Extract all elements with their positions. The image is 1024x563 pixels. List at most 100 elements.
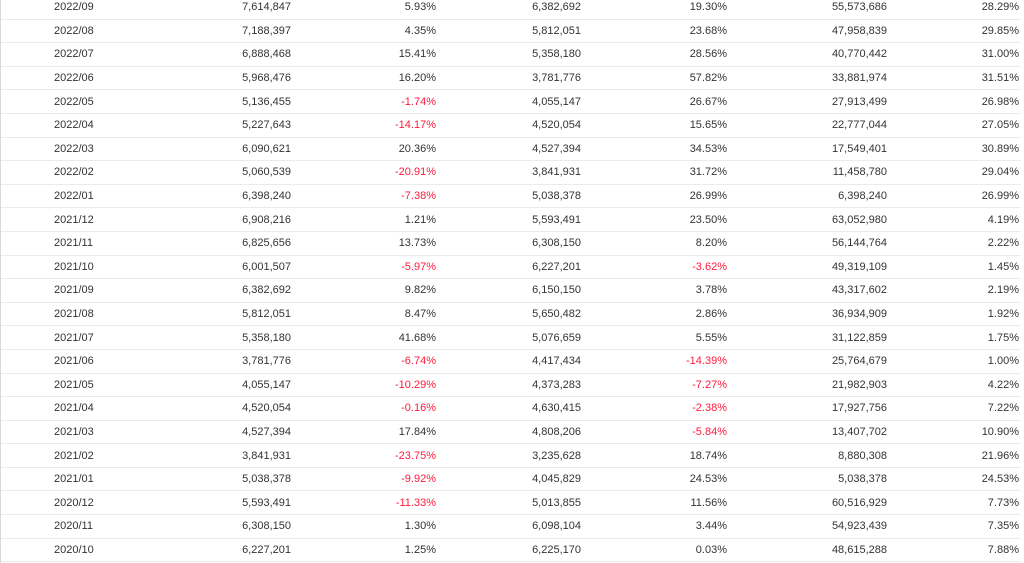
table-row: 2020/10 6,227,201 1.25% 6,225,170 0.03% … [1,538,1021,562]
cumulative-value-cell: 8,880,308 [838,449,887,462]
change-percent-cell: -10.29% [395,378,436,391]
cumulative-value-cell: 54,923,439 [831,520,887,533]
cumulative-value-cell: 47,958,839 [831,24,887,37]
table-row: 2021/06 3,781,776 -6.74% 4,417,434 -14.3… [1,349,1021,373]
cumulative-value-cell: 21,982,903 [831,378,887,391]
month-cell: 2022/02 [54,166,94,179]
month-cell: 2022/07 [54,48,94,61]
change-percent-cell: 1.21% [404,213,436,226]
change-percent-cell: 21.96% [981,449,1019,462]
value-cell: 6,825,656 [242,237,291,250]
value-cell: 6,225,170 [532,543,581,556]
value-cell: 3,781,776 [532,72,581,85]
change-percent-cell: 2.19% [987,284,1019,297]
change-percent-cell: 8.20% [695,237,727,250]
cumulative-value-cell: 55,573,686 [831,1,887,14]
change-percent-cell: 31.00% [981,48,1019,61]
change-percent-cell: 7.35% [987,520,1019,533]
value-cell: 5,650,482 [532,308,581,321]
cumulative-value-cell: 56,144,764 [831,237,887,250]
value-cell: 5,812,051 [242,308,291,321]
cumulative-value-cell: 48,615,288 [831,543,887,556]
value-cell: 4,520,054 [242,402,291,415]
cumulative-value-cell: 6,398,240 [838,190,887,203]
change-percent-cell: 13.73% [398,237,436,250]
cumulative-value-cell: 43,317,602 [831,284,887,297]
month-cell: 2020/12 [54,496,94,509]
change-percent-cell: -5.84% [692,425,727,438]
month-cell: 2022/01 [54,190,94,203]
change-percent-cell: 4.35% [404,24,436,37]
value-cell: 7,188,397 [242,24,291,37]
table-row: 2022/04 5,227,643 -14.17% 4,520,054 15.6… [1,113,1021,138]
change-percent-cell: 20.36% [398,142,436,155]
change-percent-cell: 26.99% [689,190,727,203]
change-percent-cell: -20.91% [395,166,436,179]
cumulative-value-cell: 27,913,499 [831,95,887,108]
change-percent-cell: 1.75% [987,331,1019,344]
month-cell: 2021/09 [54,284,94,297]
month-cell: 2022/06 [54,72,94,85]
change-percent-cell: 34.53% [689,142,727,155]
value-cell: 5,060,539 [242,166,291,179]
change-percent-cell: -2.38% [692,402,727,415]
change-percent-cell: 24.53% [981,473,1019,486]
change-percent-cell: -14.39% [686,355,727,368]
value-cell: 3,841,931 [242,449,291,462]
value-cell: 5,968,476 [242,72,291,85]
table-row: 2021/07 5,358,180 41.68% 5,076,659 5.55%… [1,326,1021,350]
month-cell: 2021/01 [54,473,94,486]
change-percent-cell: 29.04% [981,166,1019,179]
month-cell: 2021/12 [54,213,94,226]
value-cell: 6,398,240 [242,190,291,203]
table-row: 2021/05 4,055,147 -10.29% 4,373,283 -7.2… [1,373,1021,397]
value-cell: 4,055,147 [242,378,291,391]
change-percent-cell: 16.20% [398,72,436,85]
value-cell: 6,090,621 [242,142,291,155]
table-row: 2021/08 5,812,051 8.47% 5,650,482 2.86% … [1,302,1021,326]
change-percent-cell: 9.82% [404,284,436,297]
change-percent-cell: 17.84% [398,425,436,438]
month-cell: 2021/05 [54,378,94,391]
change-percent-cell: 1.45% [987,260,1019,273]
change-percent-cell: 0.03% [695,543,727,556]
table-row: 2022/05 5,136,455 -1.74% 4,055,147 26.67… [1,90,1021,114]
change-percent-cell: 41.68% [398,331,436,344]
change-percent-cell: 8.47% [404,308,436,321]
value-cell: 4,630,415 [532,402,581,415]
change-percent-cell: 2.86% [695,308,727,321]
value-cell: 5,227,643 [242,119,291,132]
change-percent-cell: 26.98% [981,95,1019,108]
month-cell: 2021/02 [54,449,94,462]
value-cell: 4,417,434 [532,355,581,368]
change-percent-cell: -14.17% [395,119,436,132]
value-cell: 6,227,201 [532,260,581,273]
change-percent-cell: 7.88% [987,543,1019,556]
change-percent-cell: 5.93% [404,1,436,14]
value-cell: 5,076,659 [532,331,581,344]
month-cell: 2021/11 [54,237,93,250]
cumulative-value-cell: 25,764,679 [831,355,887,368]
change-percent-cell: -11.33% [395,496,436,509]
month-cell: 2022/08 [54,24,94,37]
month-cell: 2022/03 [54,142,94,155]
change-percent-cell: -0.16% [401,402,436,415]
change-percent-cell: 1.25% [404,543,436,556]
value-cell: 5,136,455 [242,95,291,108]
cumulative-value-cell: 31,122,859 [831,331,887,344]
value-cell: 5,812,051 [532,24,581,37]
table-row: 2022/03 6,090,621 20.36% 4,527,394 34.53… [1,137,1021,161]
value-cell: 6,001,507 [242,260,291,273]
value-cell: 6,308,150 [242,520,291,533]
cumulative-value-cell: 33,881,974 [831,72,887,85]
month-cell: 2020/11 [54,520,93,533]
change-percent-cell: 29.85% [981,24,1019,37]
change-percent-cell: 27.05% [981,119,1019,132]
value-cell: 4,373,283 [532,378,581,391]
change-percent-cell: 57.82% [689,72,727,85]
value-cell: 4,045,829 [532,473,581,486]
change-percent-cell: -6.74% [401,355,436,368]
table-row: 2021/02 3,841,931 -23.75% 3,235,628 18.7… [1,444,1021,468]
